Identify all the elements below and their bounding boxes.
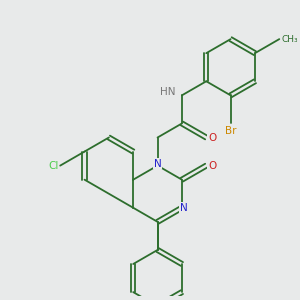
- Text: HN: HN: [160, 87, 176, 97]
- Text: CH₃: CH₃: [282, 34, 298, 43]
- Text: N: N: [154, 159, 161, 169]
- Text: Cl: Cl: [48, 160, 58, 171]
- Text: Br: Br: [225, 126, 236, 136]
- Text: O: O: [208, 133, 216, 142]
- Text: O: O: [208, 160, 216, 171]
- Text: N: N: [180, 203, 188, 213]
